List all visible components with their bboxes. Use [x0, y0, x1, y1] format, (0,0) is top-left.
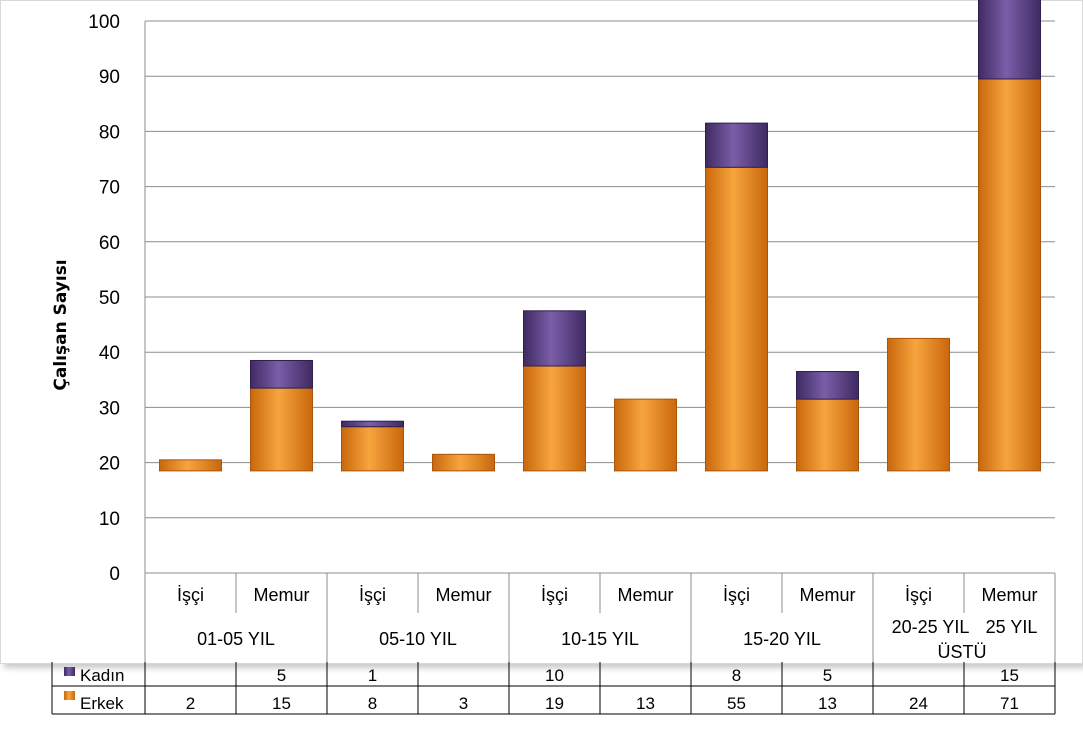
bar-erkek — [250, 387, 313, 472]
data-table-cell: 24 — [909, 694, 928, 713]
x-group-label: 05-10 YIL — [379, 629, 457, 649]
bar-erkek — [159, 459, 222, 472]
y-axis-label: Çalışan Sayısı — [51, 259, 71, 390]
x-subcategory-label: İşçi — [905, 585, 932, 605]
y-tick-label: 80 — [99, 122, 120, 143]
data-table-cell: 3 — [459, 694, 468, 713]
x-subcategory-label: İşçi — [723, 585, 750, 605]
y-tick-label: 20 — [99, 454, 120, 475]
x-subcategory-label: İşçi — [541, 585, 568, 605]
bar-kadin — [523, 310, 586, 367]
bar-erkek — [978, 78, 1041, 472]
x-group-label: 25 YIL — [986, 617, 1038, 637]
data-table-cell: 2 — [186, 694, 195, 713]
data-table-cell: 5 — [277, 666, 286, 685]
data-table-cell: 8 — [368, 694, 377, 713]
legend-swatch — [64, 691, 75, 700]
bar-erkek — [614, 398, 677, 472]
y-tick-label: 10 — [99, 509, 120, 530]
legend-swatch — [64, 667, 75, 676]
x-group-label: 20-25 YIL — [892, 617, 970, 637]
data-table-cell: 13 — [636, 694, 655, 713]
x-subcategory-label: Memur — [435, 585, 491, 605]
legend-label: Kadın — [80, 666, 124, 685]
data-table-cell: 1 — [368, 666, 377, 685]
y-tick-label: 40 — [99, 343, 120, 364]
y-tick-label: 50 — [99, 288, 120, 309]
y-tick-label: 60 — [99, 233, 120, 254]
bar-erkek — [705, 166, 768, 472]
bar-kadin — [978, 0, 1041, 80]
x-group-label: 15-20 YIL — [743, 629, 821, 649]
bar-kadin — [250, 359, 313, 389]
legend-label: Erkek — [80, 694, 124, 713]
y-tick-label: 30 — [99, 398, 120, 419]
y-tick-label: 0 — [109, 564, 120, 585]
bar-kadin — [705, 122, 768, 168]
bar-erkek — [523, 365, 586, 472]
x-group-label: 10-15 YIL — [561, 629, 639, 649]
x-group-label: ÜSTÜ — [938, 642, 987, 662]
data-table-cell: 71 — [1000, 694, 1019, 713]
bar-erkek — [341, 426, 404, 472]
bar-kadin — [796, 371, 859, 400]
data-table-cell: 15 — [1000, 666, 1019, 685]
bar-erkek — [796, 398, 859, 472]
x-subcategory-label: İşçi — [177, 585, 204, 605]
data-table-cell: 19 — [545, 694, 564, 713]
x-subcategory-label: Memur — [981, 585, 1037, 605]
y-tick-label: 100 — [88, 12, 120, 33]
data-table-cell: 13 — [818, 694, 837, 713]
bar-kadin — [341, 420, 404, 428]
data-table-cell: 8 — [732, 666, 741, 685]
x-subcategory-label: Memur — [799, 585, 855, 605]
x-subcategory-label: Memur — [253, 585, 309, 605]
y-tick-label: 70 — [99, 178, 120, 199]
data-table-cell: 55 — [727, 694, 746, 713]
data-table-cell: 5 — [823, 666, 832, 685]
x-group-label: 01-05 YIL — [197, 629, 275, 649]
y-tick-label: 90 — [99, 67, 120, 88]
x-subcategory-label: Memur — [617, 585, 673, 605]
data-table-cell: 15 — [272, 694, 291, 713]
bar-erkek — [432, 453, 495, 472]
x-subcategory-label: İşçi — [359, 585, 386, 605]
bar-erkek — [887, 337, 950, 472]
data-table-cell: 10 — [545, 666, 564, 685]
